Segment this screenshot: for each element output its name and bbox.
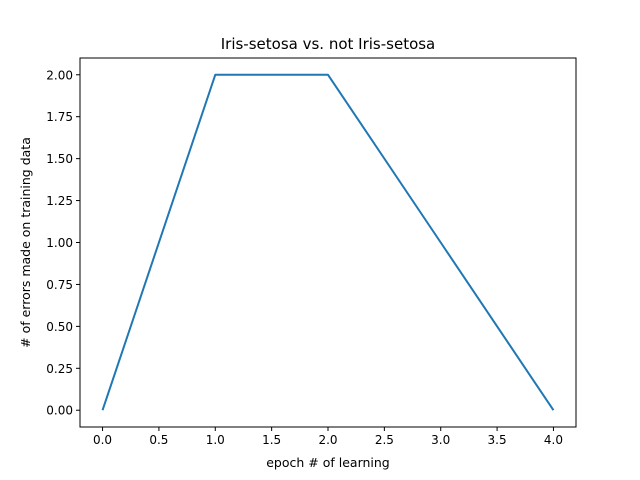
series-layer: [101, 73, 555, 411]
y-tick-label: 0.00: [46, 404, 73, 418]
y-tick-label: 0.50: [46, 320, 73, 334]
x-tick-label: 1.5: [262, 433, 281, 447]
y-tick-label: 1.25: [46, 194, 73, 208]
y-tick-label: 0.75: [46, 278, 73, 292]
x-tick-label: 4.0: [544, 433, 563, 447]
y-axis: 0.00 0.25 0.50 0.75 1.00 1.25 1.50 1.75 2.00: [46, 68, 80, 418]
y-tick-label: 1.50: [46, 152, 73, 166]
y-tick-label: 2.00: [46, 68, 73, 82]
x-tick-label: 1.0: [206, 433, 225, 447]
x-tick-label: 0.5: [149, 433, 168, 447]
x-tick-label: 2.5: [375, 433, 394, 447]
y-tick-label: 1.75: [46, 110, 73, 124]
chart-title: Iris-setosa vs. not Iris-setosa: [221, 35, 436, 53]
x-axis-title: epoch # of learning: [266, 455, 390, 470]
x-tick-label: 0.0: [93, 433, 112, 447]
y-tick-label: 1.00: [46, 236, 73, 250]
plot-area-frame: [79, 57, 577, 428]
x-axis: 0.0 0.5 1.0 1.5 2.0 2.5 3.0 3.5 4.0: [93, 427, 563, 447]
x-tick-label: 3.5: [488, 433, 507, 447]
x-tick-label: 2.0: [318, 433, 337, 447]
series-line: [101, 73, 555, 411]
y-axis-title: # of errors made on training data: [18, 137, 33, 348]
x-tick-label: 3.0: [431, 433, 450, 447]
y-tick-label: 0.25: [46, 362, 73, 376]
